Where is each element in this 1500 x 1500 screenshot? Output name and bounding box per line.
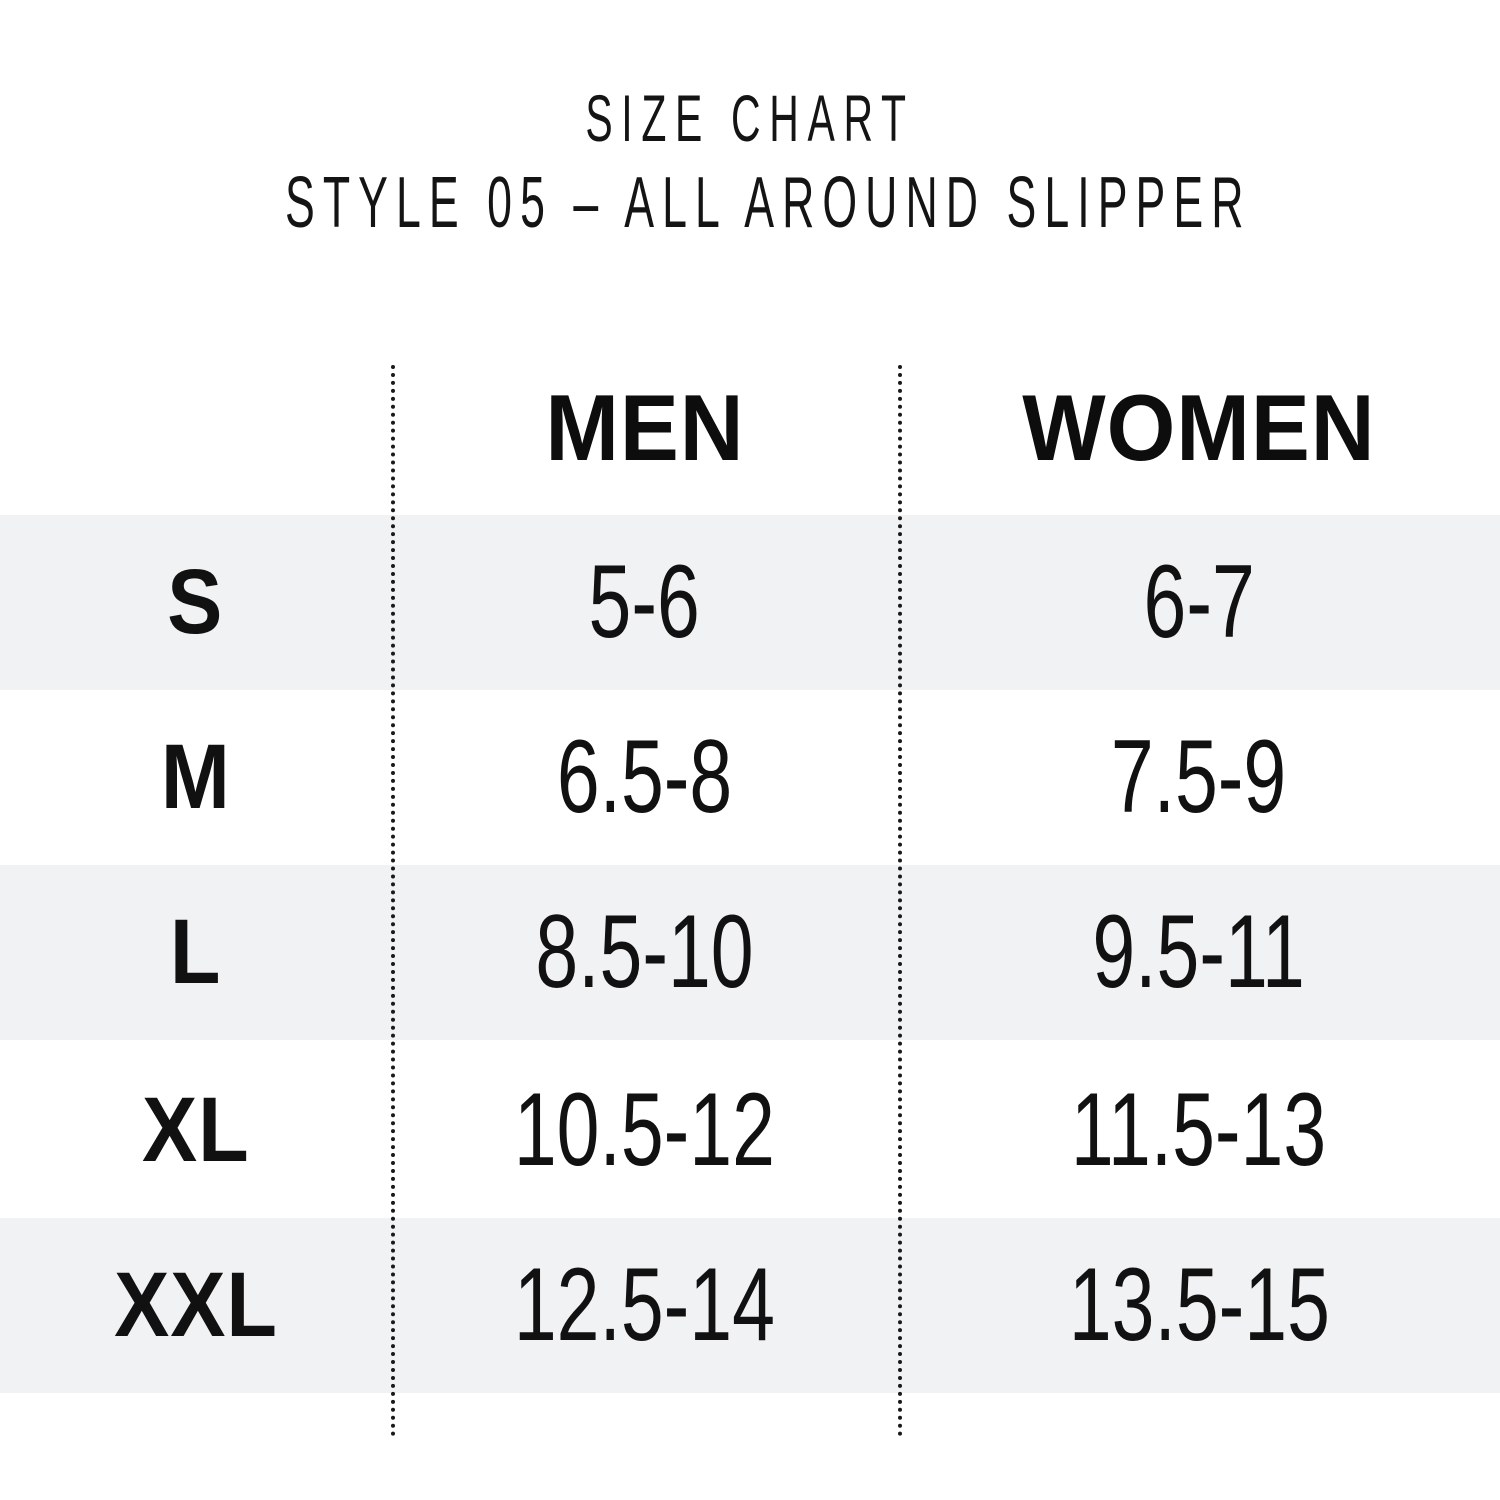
size-chart-table: MEN WOMEN S 5-6 6-7 M 6.5-8	[0, 340, 1500, 1460]
men-value: 10.5-12	[513, 1072, 776, 1188]
row-stripe-xxl	[0, 1218, 1500, 1393]
page-subtitle: STYLE 05 – ALL AROUND SLIPPER	[285, 163, 1252, 243]
cell-men: 6.5-8	[391, 690, 898, 865]
table-row: XL 10.5-12 11.5-13	[0, 1043, 1500, 1218]
size-label: L	[169, 901, 222, 1003]
column-divider-women	[898, 365, 902, 1437]
men-value: 12.5-14	[513, 1247, 776, 1363]
table-row: L 8.5-10 9.5-11	[0, 865, 1500, 1040]
size-label: S	[167, 551, 224, 653]
chart-title-block: SIZE CHART STYLE 05 – ALL AROUND SLIPPER	[0, 78, 1500, 246]
men-value: 6.5-8	[556, 719, 733, 835]
cell-size: L	[0, 865, 391, 1040]
women-value: 11.5-13	[1071, 1072, 1327, 1188]
women-value: 6-7	[1143, 544, 1255, 660]
row-stripe-s	[0, 515, 1500, 690]
cell-women: 6-7	[898, 515, 1500, 690]
header-women-label: WOMEN	[1022, 374, 1376, 480]
women-value: 9.5-11	[1092, 894, 1306, 1010]
table-header-row: MEN WOMEN	[0, 340, 1500, 515]
cell-size: XXL	[0, 1218, 391, 1393]
men-value: 5-6	[588, 544, 701, 660]
size-label: M	[160, 726, 231, 828]
cell-women: 11.5-13	[898, 1043, 1500, 1218]
cell-size: S	[0, 515, 391, 690]
cell-women: 9.5-11	[898, 865, 1500, 1040]
cell-size: XL	[0, 1043, 391, 1218]
row-stripe-l	[0, 865, 1500, 1040]
cell-size: M	[0, 690, 391, 865]
cell-men: 12.5-14	[391, 1218, 898, 1393]
table-row: S 5-6 6-7	[0, 515, 1500, 690]
page-title: SIZE CHART	[585, 81, 915, 155]
table-row: M 6.5-8 7.5-9	[0, 690, 1500, 865]
men-value: 8.5-10	[535, 894, 754, 1010]
women-value: 7.5-9	[1111, 719, 1287, 835]
table-row: XXL 12.5-14 13.5-15	[0, 1218, 1500, 1393]
cell-men: 8.5-10	[391, 865, 898, 1040]
header-cell-women: WOMEN	[898, 340, 1500, 515]
cell-men: 5-6	[391, 515, 898, 690]
size-label: XXL	[113, 1254, 278, 1356]
cell-women: 13.5-15	[898, 1218, 1500, 1393]
size-label: XL	[141, 1079, 250, 1181]
header-men-label: MEN	[544, 374, 745, 480]
women-value: 13.5-15	[1068, 1247, 1330, 1363]
cell-women: 7.5-9	[898, 690, 1500, 865]
header-cell-men: MEN	[391, 340, 898, 515]
column-divider-men	[391, 365, 395, 1437]
cell-men: 10.5-12	[391, 1043, 898, 1218]
header-cell-size	[0, 340, 391, 515]
